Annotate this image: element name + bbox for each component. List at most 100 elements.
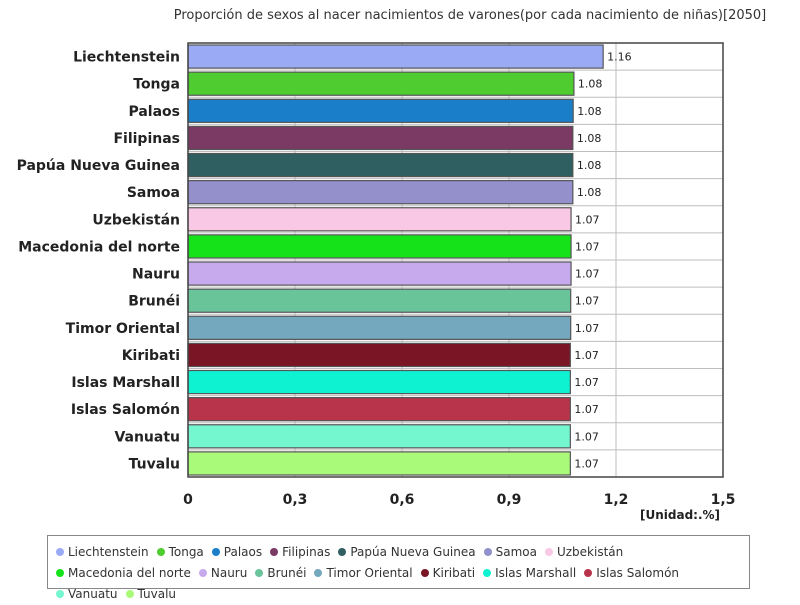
category-label: Vanuatu — [114, 429, 180, 445]
bar — [187, 44, 604, 69]
category-label: Uzbekistán — [92, 212, 180, 228]
legend-item: Brunéi — [255, 563, 306, 584]
legend-label: Filipinas — [282, 545, 331, 559]
legend-item: Tuvalu — [125, 584, 177, 605]
legend-marker — [211, 548, 220, 556]
legend-item: Samoa — [483, 542, 537, 563]
unit-label: [Unidad:.%] — [640, 508, 721, 522]
bar — [187, 342, 571, 368]
bar — [187, 288, 572, 313]
data-label: 1.08 — [577, 159, 602, 172]
category-label: Palaos — [128, 104, 180, 120]
legend-marker — [338, 548, 347, 556]
data-label: 1.08 — [578, 78, 603, 91]
data-label: 1.07 — [574, 430, 599, 443]
legend-label: Vanuatu — [68, 587, 118, 601]
bar — [187, 424, 571, 449]
x-tick-label: 0,9 — [497, 492, 522, 508]
legend-item: Kiribati — [420, 563, 476, 584]
legend-label: Kiribati — [432, 566, 476, 580]
data-label: 1.07 — [575, 240, 600, 253]
chart-title: Proporción de sexos al nacer nacimientos… — [173, 8, 767, 23]
category-label: Islas Salomón — [71, 402, 180, 418]
bar — [187, 451, 571, 476]
data-label: 1.07 — [575, 268, 600, 281]
legend-item: Islas Marshall — [483, 563, 576, 584]
legend-marker — [584, 569, 593, 577]
bar — [187, 315, 572, 340]
legend-label: Timor Oriental — [326, 566, 413, 580]
x-tick-label: 0 — [183, 492, 193, 508]
legend: Liechtenstein Tonga Palaos Filipinas Papúa N… — [47, 535, 750, 601]
x-tick-label: 1,2 — [604, 492, 629, 508]
data-label: 1.07 — [575, 295, 600, 308]
x-tick-label: 0,3 — [283, 492, 308, 508]
legend-label: Uzbekistán — [556, 545, 624, 559]
category-label: Nauru — [132, 267, 180, 283]
legend-marker — [255, 569, 264, 577]
bar — [187, 369, 571, 395]
category-label: Islas Marshall — [71, 375, 180, 391]
bar — [187, 397, 571, 422]
bar — [187, 180, 574, 205]
legend-marker — [270, 548, 279, 556]
legend-label: Papúa Nueva Guinea — [350, 545, 476, 559]
bar — [187, 234, 572, 259]
bar — [187, 261, 572, 286]
x-tick-label: 1,5 — [711, 492, 736, 508]
data-label: 1.08 — [577, 186, 602, 199]
data-label: 1.07 — [574, 403, 599, 416]
legend-marker — [56, 548, 64, 556]
category-label: Papúa Nueva Guinea — [17, 158, 180, 174]
legend-label: Samoa — [495, 545, 537, 559]
legend-marker — [56, 569, 64, 577]
category-label: Timor Oriental — [66, 321, 180, 337]
legend-item: Timor Oriental — [314, 563, 413, 584]
plot-border — [187, 42, 724, 478]
legend-item: Islas Salomón — [584, 563, 679, 584]
category-label: Kiribati — [122, 348, 180, 364]
legend-label: Brunéi — [267, 566, 307, 580]
bar-chart: 1.16 Liechtenstein 1.08 Tonga 1.08 Palaos 1.08… — [17, 42, 736, 508]
legend-item: Palaos — [211, 542, 263, 563]
bar — [187, 125, 574, 151]
category-label: Filipinas — [113, 131, 180, 147]
legend-marker — [198, 569, 207, 577]
legend-marker — [483, 548, 492, 556]
legend-item: Uzbekistán — [544, 542, 624, 563]
data-label: 1.16 — [607, 51, 632, 64]
legend-marker — [156, 548, 165, 556]
legend-item: Liechtenstein — [56, 542, 149, 563]
data-label: 1.08 — [577, 132, 602, 145]
category-label: Tuvalu — [129, 456, 180, 472]
data-label: 1.07 — [574, 376, 599, 389]
legend-item: Nauru — [198, 563, 248, 584]
legend-label: Islas Marshall — [495, 566, 577, 580]
legend-label: Tonga — [168, 545, 204, 559]
legend-item: Papúa Nueva Guinea — [338, 542, 476, 563]
data-label: 1.07 — [575, 322, 600, 335]
bar — [187, 71, 575, 96]
legend-label: Tuvalu — [137, 587, 177, 601]
x-tick-label: 0,6 — [390, 492, 415, 508]
bar — [187, 152, 574, 178]
bar — [187, 98, 574, 123]
legend-item: Filipinas — [270, 542, 330, 563]
legend-marker — [483, 569, 492, 577]
data-label: 1.08 — [577, 105, 602, 118]
legend-label: Nauru — [210, 566, 248, 580]
legend-item: Vanuatu — [56, 584, 118, 605]
category-label: Liechtenstein — [73, 50, 180, 66]
legend-marker — [544, 548, 553, 556]
data-label: 1.07 — [575, 213, 600, 226]
legend-label: Islas Salomón — [596, 566, 680, 580]
legend-label: Palaos — [223, 545, 263, 559]
category-label: Macedonia del norte — [18, 239, 180, 255]
category-label: Brunéi — [128, 294, 180, 310]
category-label: Samoa — [127, 185, 180, 201]
legend-item: Tonga — [156, 542, 204, 563]
legend-label: Macedonia del norte — [68, 566, 191, 580]
legend-marker — [56, 590, 64, 598]
legend-marker — [420, 569, 429, 577]
legend-marker — [314, 569, 323, 577]
